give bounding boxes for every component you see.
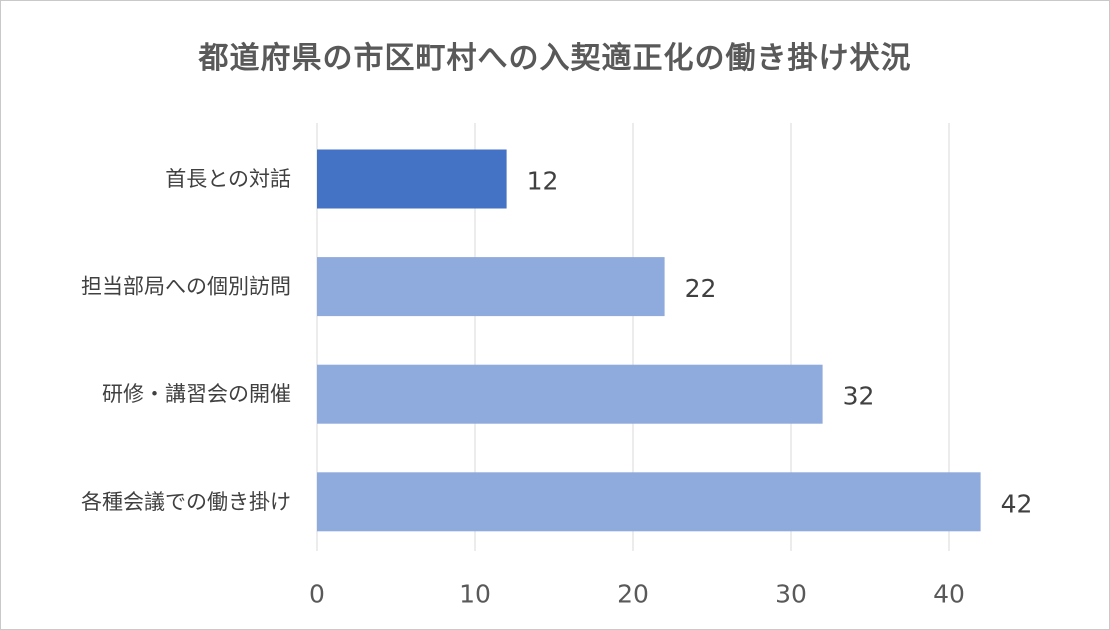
x-tick-label-30: 30: [775, 580, 807, 609]
category-label-0: 首長との対話: [165, 167, 291, 191]
x-tick-label-20: 20: [617, 580, 649, 609]
x-tick-label-10: 10: [459, 580, 491, 609]
category-label-2: 研修・講習会の開催: [102, 382, 291, 406]
category-label-1: 担当部局への個別訪問: [81, 275, 291, 299]
data-label-2: 32: [843, 382, 875, 411]
x-tick-label-0: 0: [309, 580, 325, 609]
data-label-3: 42: [1001, 489, 1033, 518]
category-label-3: 各種会議での働き掛け: [81, 490, 291, 514]
bar-3: [317, 472, 981, 532]
data-label-1: 22: [685, 274, 717, 303]
x-tick-label-40: 40: [933, 580, 965, 609]
bar-2: [317, 364, 823, 424]
chart-title: 都道府県の市区町村への入契適正化の働き掛け状況: [198, 41, 912, 76]
data-label-0: 12: [527, 167, 559, 196]
bar-0: [317, 149, 507, 209]
bar-1: [317, 257, 665, 317]
